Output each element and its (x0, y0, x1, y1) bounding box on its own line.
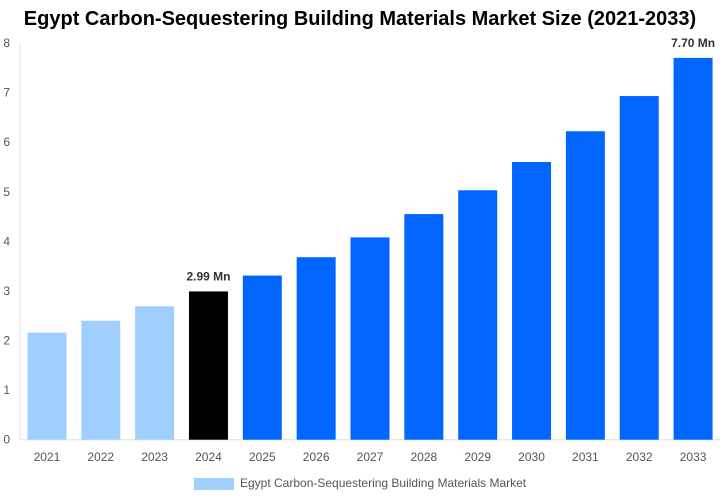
bar-2028 (404, 214, 444, 440)
x-tick-label: 2026 (303, 450, 330, 464)
x-tick-label: 2031 (572, 450, 599, 464)
y-tick-label: 0 (3, 433, 10, 447)
y-tick-label: 6 (3, 135, 10, 149)
y-tick-label: 8 (3, 36, 10, 50)
x-tick-label: 2022 (87, 450, 114, 464)
bar-2029 (458, 190, 498, 440)
data-label: 7.70 Mn (671, 36, 715, 50)
bar-2025 (242, 275, 282, 440)
y-tick-label: 2 (3, 334, 10, 348)
y-tick-label: 3 (3, 284, 10, 298)
bar-2023 (135, 306, 175, 440)
x-tick-label: 2030 (518, 450, 545, 464)
bar-2027 (350, 237, 390, 440)
bar-2030 (512, 162, 552, 440)
x-tick-label: 2025 (249, 450, 276, 464)
x-tick-label: 2027 (357, 450, 384, 464)
x-tick-label: 2033 (680, 450, 707, 464)
legend-label: Egypt Carbon-Sequestering Building Mater… (240, 476, 527, 490)
bar-2026 (296, 257, 336, 440)
legend-swatch (194, 478, 234, 490)
data-label: 2.99 Mn (186, 269, 230, 283)
y-tick-label: 4 (3, 234, 10, 248)
chart-title: Egypt Carbon-Sequestering Building Mater… (23, 8, 697, 30)
x-tick-label: 2028 (410, 450, 437, 464)
x-tick-label: 2023 (141, 450, 168, 464)
x-tick-label: 2029 (464, 450, 491, 464)
bar-2031 (565, 131, 605, 440)
bar-2021 (27, 332, 67, 440)
y-tick-label: 1 (3, 383, 10, 397)
bar-2022 (81, 320, 121, 440)
y-tick-label: 7 (3, 86, 10, 100)
bar-2024 (188, 291, 228, 440)
bar-2032 (619, 96, 659, 440)
x-tick-label: 2032 (626, 450, 653, 464)
x-tick-label: 2021 (34, 450, 61, 464)
bar-2033 (673, 57, 713, 440)
y-tick-label: 5 (3, 185, 10, 199)
x-tick-label: 2024 (195, 450, 222, 464)
